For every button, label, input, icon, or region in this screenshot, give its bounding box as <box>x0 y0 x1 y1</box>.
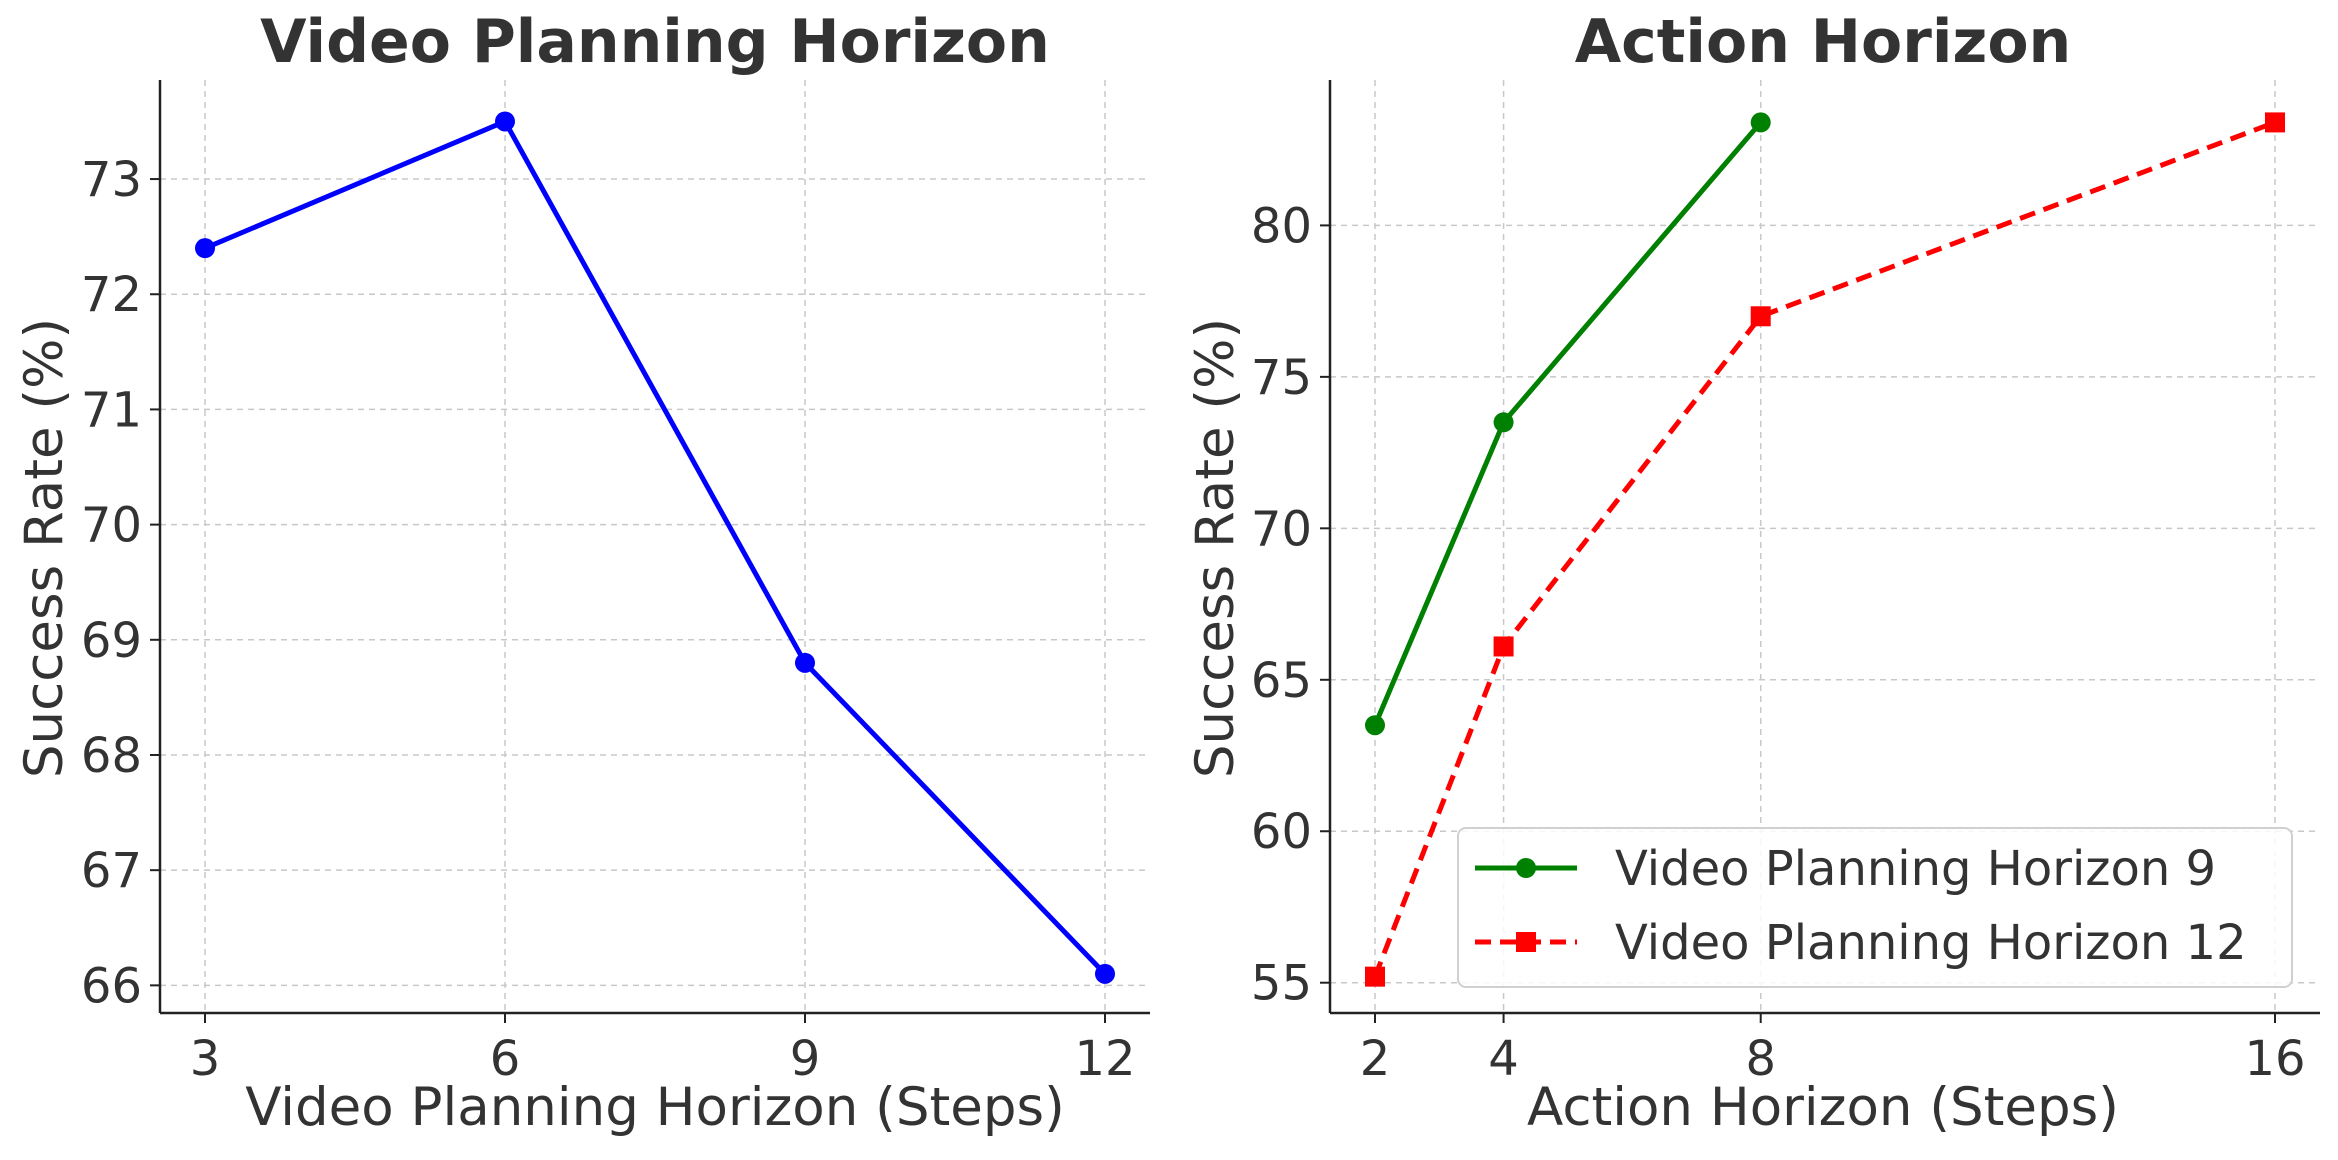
x-tick-label: 4 <box>1488 1031 1519 1087</box>
data-point-square <box>1365 966 1385 987</box>
y-axis-label: Success Rate (%) <box>14 318 75 778</box>
legend-entry: Video Planning Horizon 12 <box>1475 915 2247 971</box>
series-line <box>204 118 1107 976</box>
data-point-square <box>1750 306 1771 327</box>
series-line <box>1372 120 2276 978</box>
series-layer <box>195 111 1115 984</box>
series-layer <box>1365 112 2285 987</box>
chart-action-horizon: Action Horizon 2 4 8 16 55 60 65 70 75 80 Action … <box>1185 7 2320 1138</box>
tick-labels: 2 4 8 16 55 60 65 70 75 80 <box>1251 198 2306 1087</box>
data-point-circle <box>1095 963 1115 984</box>
legend-label: Video Planning Horizon 9 <box>1615 841 2216 897</box>
y-axis-label: Success Rate (%) <box>1185 318 1246 778</box>
data-point-circle <box>1493 412 1514 433</box>
x-axis-label: Video Planning Horizon (Steps) <box>245 1077 1065 1138</box>
x-tick-label: 9 <box>790 1031 821 1087</box>
x-tick-label: 2 <box>1360 1031 1391 1087</box>
y-tick-label: 65 <box>1251 653 1312 709</box>
y-tick-label: 70 <box>1251 501 1312 557</box>
data-point-circle <box>495 111 515 132</box>
legend-entry: Video Planning Horizon 9 <box>1475 841 2216 897</box>
legend-marker-square <box>1516 932 1536 952</box>
x-tick-label: 16 <box>2244 1031 2305 1087</box>
legend: Video Planning Horizon 9 Video Planning … <box>1457 827 2293 988</box>
data-point-square <box>1493 636 1514 657</box>
data-point-circle <box>195 238 215 259</box>
x-tick-label: 6 <box>490 1031 521 1087</box>
legend-frame <box>1457 827 2293 988</box>
y-tick-label: 72 <box>81 267 142 323</box>
y-tick-label: 80 <box>1251 198 1312 254</box>
data-point-circle <box>795 652 815 673</box>
x-axis-label: Action Horizon (Steps) <box>1527 1077 2119 1138</box>
y-tick-label: 55 <box>1251 956 1312 1012</box>
y-tick-label: 73 <box>81 152 142 208</box>
chart-video-planning-horizon: Video Planning Horizon 3 6 9 12666768697071… <box>14 7 1150 1138</box>
x-tick-label: 8 <box>1745 1031 1776 1087</box>
y-tick-label: 68 <box>81 728 142 784</box>
y-tick-label: 60 <box>1251 804 1312 860</box>
grid <box>160 80 1150 1013</box>
y-tick-label: 66 <box>81 958 142 1014</box>
data-point-square <box>2265 112 2285 133</box>
legend-marker-circle <box>1516 858 1536 878</box>
legend-label: Video Planning Horizon 12 <box>1615 915 2247 971</box>
axes <box>1320 80 2320 1023</box>
axes <box>150 80 1150 1023</box>
chart-title: Action Horizon <box>1575 7 2072 77</box>
chart-title: Video Planning Horizon <box>260 7 1050 77</box>
y-tick-label: 69 <box>81 613 142 669</box>
y-tick-label: 70 <box>81 498 142 554</box>
x-tick-label: 3 <box>190 1031 221 1087</box>
series-line <box>1372 120 1763 727</box>
data-point-circle <box>1750 112 1771 133</box>
y-tick-label: 71 <box>81 382 142 438</box>
y-tick-label: 75 <box>1251 350 1312 406</box>
x-tick-label: 12 <box>1074 1031 1135 1087</box>
y-tick-label: 67 <box>81 843 142 899</box>
data-point-circle <box>1365 715 1385 736</box>
